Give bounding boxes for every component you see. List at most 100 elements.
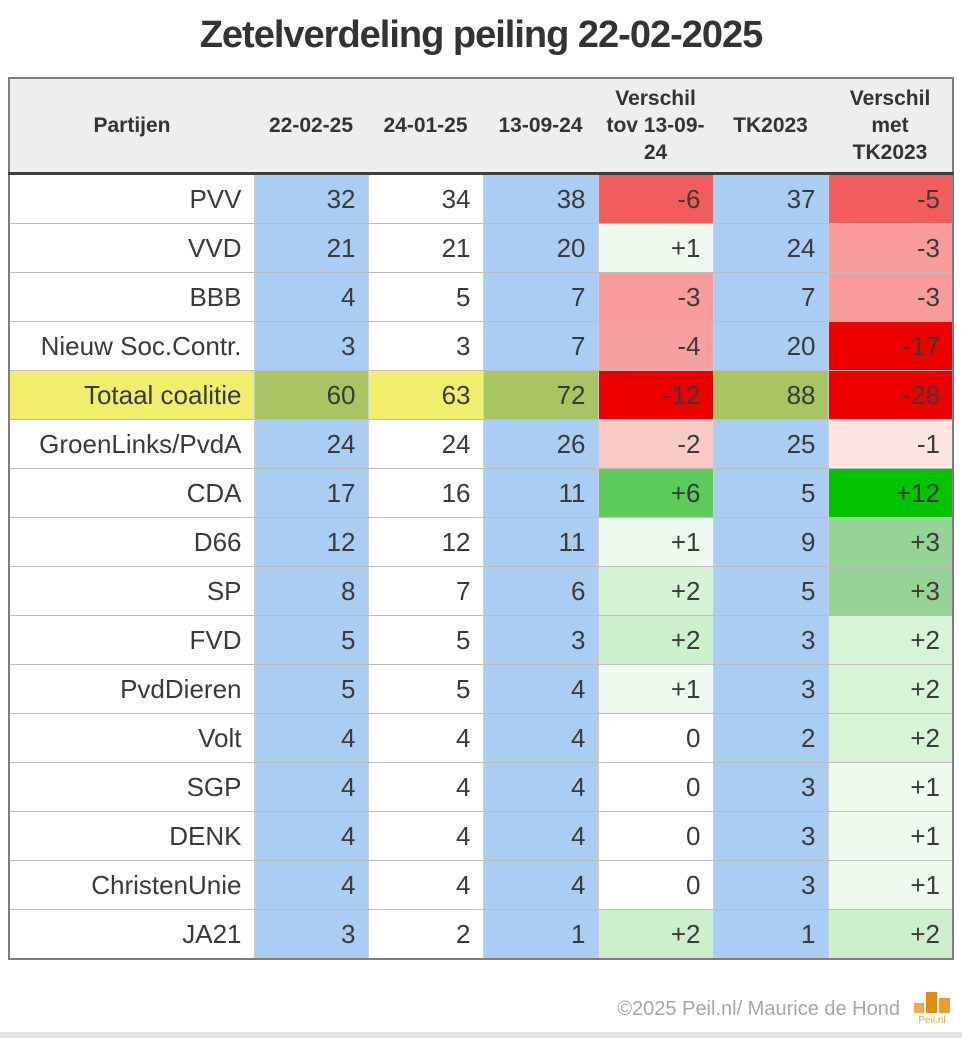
value-cell: 2 xyxy=(713,713,829,763)
diff-cell: +2 xyxy=(598,566,714,616)
diff-cell: +1 xyxy=(828,762,953,812)
table-row: PVV 32 34 38 -6 37 -5 xyxy=(9,173,953,224)
value-cell: 4 xyxy=(368,713,484,763)
column-header-verschil-13-09-24: Verschil tov 13-09-24 xyxy=(598,78,713,175)
value-cell: 7 xyxy=(368,566,484,616)
value-cell: 4 xyxy=(254,272,369,322)
diff-cell: +1 xyxy=(598,517,714,567)
value-cell: 4 xyxy=(368,811,484,861)
poll-table: Partijen 22-02-25 24-01-25 13-09-24 Vers… xyxy=(8,77,954,960)
value-cell: 4 xyxy=(483,860,599,910)
value-cell: 4 xyxy=(368,762,484,812)
value-cell: 21 xyxy=(254,223,369,273)
diff-cell: -4 xyxy=(598,321,714,371)
party-name-cell: D66 xyxy=(9,517,255,567)
bottom-edge-strip xyxy=(0,1032,962,1038)
table-row: D66 12 12 11 +1 9 +3 xyxy=(9,517,953,567)
diff-cell: 0 xyxy=(598,762,714,812)
party-name-cell: PvdDieren xyxy=(9,664,255,714)
diff-cell: +1 xyxy=(598,664,714,714)
diff-cell: 0 xyxy=(598,811,714,861)
value-cell: 4 xyxy=(254,762,369,812)
party-name-cell: DENK xyxy=(9,811,255,861)
value-cell: 24 xyxy=(713,223,829,273)
value-cell: 4 xyxy=(254,811,369,861)
value-cell: 11 xyxy=(483,517,599,567)
party-name-cell: SP xyxy=(9,566,255,616)
party-name-cell: FVD xyxy=(9,615,255,665)
diff-cell: -12 xyxy=(598,370,714,420)
diff-cell: -2 xyxy=(598,419,714,469)
value-cell: 1 xyxy=(713,909,829,960)
diff-cell: -17 xyxy=(828,321,953,371)
diff-cell: +1 xyxy=(598,223,714,273)
column-header-label: TK2023 xyxy=(733,113,808,137)
value-cell: 4 xyxy=(254,860,369,910)
party-name-cell: JA21 xyxy=(9,909,255,960)
value-cell: 63 xyxy=(368,370,484,420)
table-row: VVD 21 21 20 +1 24 -3 xyxy=(9,223,953,273)
value-cell: 3 xyxy=(713,762,829,812)
diff-cell: +2 xyxy=(828,615,953,665)
value-cell: 5 xyxy=(368,272,484,322)
table-header: Partijen 22-02-25 24-01-25 13-09-24 Vers… xyxy=(9,78,953,175)
diff-cell: +2 xyxy=(828,909,953,960)
party-name-cell: ChristenUnie xyxy=(9,860,255,910)
party-name-cell: Nieuw Soc.Contr. xyxy=(9,321,255,371)
value-cell: 7 xyxy=(483,272,599,322)
value-cell: 11 xyxy=(483,468,599,518)
value-cell: 26 xyxy=(483,419,599,469)
value-cell: 17 xyxy=(254,468,369,518)
column-header-tk2023: TK2023 xyxy=(713,78,828,175)
value-cell: 9 xyxy=(713,517,829,567)
table-row: Nieuw Soc.Contr. 3 3 7 -4 20 -17 xyxy=(9,321,953,371)
table-row: JA21 3 2 1 +2 1 +2 xyxy=(9,909,953,960)
value-cell: 25 xyxy=(713,419,829,469)
table-row: ChristenUnie 4 4 4 0 3 +1 xyxy=(9,860,953,910)
diff-cell: -6 xyxy=(598,173,714,224)
column-header-24-01-25: 24-01-25 xyxy=(368,78,483,175)
diff-cell: -28 xyxy=(828,370,953,420)
value-cell: 21 xyxy=(368,223,484,273)
table-row: PvdDieren 5 5 4 +1 3 +2 xyxy=(9,664,953,714)
diff-cell: +2 xyxy=(828,664,953,714)
value-cell: 3 xyxy=(254,321,369,371)
value-cell: 88 xyxy=(713,370,829,420)
diff-cell: +2 xyxy=(598,615,714,665)
table-row: DENK 4 4 4 0 3 +1 xyxy=(9,811,953,861)
value-cell: 5 xyxy=(368,615,484,665)
bar-chart-icon xyxy=(914,992,950,1013)
value-cell: 5 xyxy=(254,615,369,665)
footer: ©2025 Peil.nl/ Maurice de Hond Peil.nl xyxy=(617,992,950,1026)
table-body: PVV 32 34 38 -6 37 -5 VVD 21 21 20 +1 24 -3 BBB 4 5 7 -3 7-… xyxy=(9,173,953,960)
value-cell: 4 xyxy=(483,713,599,763)
value-cell: 5 xyxy=(368,664,484,714)
value-cell: 20 xyxy=(483,223,599,273)
column-header-label: 24-01-25 xyxy=(383,113,468,137)
diff-cell: -1 xyxy=(828,419,953,469)
value-cell: 24 xyxy=(368,419,484,469)
value-cell: 3 xyxy=(713,664,829,714)
value-cell: 2 xyxy=(368,909,484,960)
table-row: SGP 4 4 4 0 3 +1 xyxy=(9,762,953,812)
value-cell: 3 xyxy=(713,615,829,665)
table-row: CDA 17 16 11 +6 5 +12 xyxy=(9,468,953,518)
value-cell: 37 xyxy=(713,173,829,224)
value-cell: 6 xyxy=(483,566,599,616)
value-cell: 34 xyxy=(368,173,484,224)
value-cell: 24 xyxy=(254,419,369,469)
value-cell: 3 xyxy=(483,615,599,665)
party-name-cell: Volt xyxy=(9,713,255,763)
diff-cell: +2 xyxy=(828,713,953,763)
copyright-text: ©2025 Peil.nl/ Maurice de Hond xyxy=(617,997,900,1020)
diff-cell: 0 xyxy=(598,860,714,910)
value-cell: 20 xyxy=(713,321,829,371)
table-row: Volt 4 4 4 0 2 +2 xyxy=(9,713,953,763)
diff-cell: -3 xyxy=(828,223,953,273)
value-cell: 4 xyxy=(483,664,599,714)
value-cell: 1 xyxy=(483,909,599,960)
diff-cell: +1 xyxy=(828,811,953,861)
value-cell: 3 xyxy=(713,860,829,910)
value-cell: 7 xyxy=(713,272,829,322)
value-cell: 12 xyxy=(254,517,369,567)
